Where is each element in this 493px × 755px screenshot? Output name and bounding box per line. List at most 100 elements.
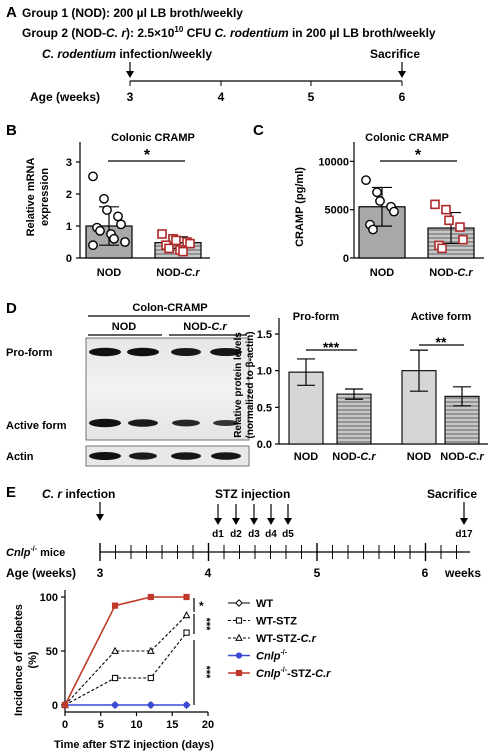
legend-label: WT-STZ-C.r bbox=[256, 633, 317, 645]
data-point bbox=[109, 233, 119, 244]
x-tick-label: 0 bbox=[62, 719, 68, 731]
panel-b-cat-nodcr: NOD-C.r bbox=[156, 267, 200, 279]
panel-c: C Colonic CRAMP CRAMP (pg/ml) 0 5000 10000… bbox=[253, 122, 484, 279]
panel-c-title: Colonic CRAMP bbox=[365, 132, 449, 144]
data-point bbox=[88, 240, 98, 251]
bar bbox=[336, 393, 372, 445]
age-tick-label: 6 bbox=[422, 566, 429, 580]
data-point bbox=[455, 222, 465, 232]
age-label: Age (weeks) bbox=[30, 90, 100, 104]
data-point bbox=[389, 206, 399, 217]
sig-mark: * bbox=[199, 599, 204, 613]
y-tick-label: 50 bbox=[46, 646, 58, 658]
y-tick-label: 1.5 bbox=[257, 329, 272, 341]
line-marker bbox=[111, 701, 119, 709]
panel-c-letter: C bbox=[253, 122, 264, 139]
panel-b-sig-star: * bbox=[144, 147, 151, 164]
panel-e-timeline: E C. r infection STZ injection Sacrifice… bbox=[6, 484, 481, 580]
y-tick-label: 0.0 bbox=[257, 439, 272, 451]
sig-mark: *** bbox=[200, 666, 212, 680]
y-tick-label: 1 bbox=[66, 221, 72, 233]
data-point bbox=[99, 193, 109, 204]
data-point bbox=[102, 205, 112, 215]
blot-band-active bbox=[89, 418, 121, 428]
panel-e-xlabel: Time after STZ injection (days) bbox=[54, 739, 214, 751]
blot-band-pro bbox=[171, 348, 201, 356]
data-point bbox=[113, 211, 123, 222]
line-marker bbox=[183, 593, 190, 601]
data-point bbox=[444, 215, 454, 226]
line-marker bbox=[147, 593, 154, 601]
panel-b-title: Colonic CRAMP bbox=[111, 132, 195, 144]
arrowhead bbox=[96, 514, 104, 521]
sig-stars-pro: *** bbox=[323, 339, 340, 355]
day-label: d5 bbox=[282, 529, 294, 540]
line-marker bbox=[235, 652, 243, 659]
blot-band-pro bbox=[127, 347, 159, 357]
data-point bbox=[361, 175, 371, 186]
panel-a-letter: A bbox=[6, 4, 17, 21]
blot-band-actin bbox=[211, 452, 241, 460]
panel-e-infection-label: C. r infection bbox=[42, 487, 115, 501]
arrowhead bbox=[460, 518, 468, 525]
data-point bbox=[95, 225, 105, 236]
age-tick-label: 3 bbox=[97, 566, 104, 580]
blot-band-actin bbox=[171, 452, 201, 460]
sig-stars-active: ** bbox=[436, 334, 447, 350]
blot-actin-image bbox=[85, 445, 250, 467]
group2-label: Group 2 (NOD-C. r): 2.5×1010 CFU C. rode… bbox=[22, 25, 436, 40]
panel-e-sacrifice-label: Sacrifice bbox=[427, 487, 477, 501]
data-point bbox=[437, 243, 447, 254]
arrowhead bbox=[284, 518, 292, 525]
panel-c-cat-nod: NOD bbox=[370, 267, 395, 279]
panel-d-chart: Pro-form Active form Relative protein le… bbox=[233, 311, 488, 463]
y-tick-label: 10000 bbox=[318, 156, 349, 168]
blot-label-active: Active form bbox=[6, 420, 67, 432]
x-tick-label: 5 bbox=[98, 719, 104, 731]
data-point bbox=[116, 219, 126, 230]
y-tick-label: 3 bbox=[66, 157, 72, 169]
line-marker bbox=[235, 633, 243, 641]
panel-b-letter: B bbox=[6, 122, 17, 139]
infection-label: C. rodentium infection/weekly bbox=[42, 47, 212, 61]
data-point bbox=[441, 204, 451, 215]
stz-injection-label: STZ injection bbox=[215, 487, 290, 501]
arrowhead bbox=[267, 518, 275, 525]
day-label: d3 bbox=[248, 529, 260, 540]
data-point bbox=[157, 229, 167, 239]
blot-band-active bbox=[128, 419, 158, 427]
y-tick-label: 0 bbox=[66, 253, 72, 265]
legend-label: WT bbox=[256, 598, 273, 610]
panel-d-cat: NOD bbox=[407, 451, 432, 463]
x-tick-label: 15 bbox=[166, 719, 178, 731]
y-tick-label: 2 bbox=[66, 189, 72, 201]
sacrifice-arrowhead bbox=[398, 71, 406, 78]
y-tick-label: 1.0 bbox=[257, 366, 272, 378]
panel-c-ylabel: CRAMP (pg/ml) bbox=[294, 167, 306, 247]
line-marker bbox=[235, 599, 243, 607]
blot-band-active bbox=[172, 419, 200, 427]
blot-band-actin bbox=[129, 452, 157, 460]
data-point bbox=[88, 171, 98, 182]
age-tick-label: 5 bbox=[308, 90, 315, 104]
line-marker bbox=[183, 701, 190, 709]
line-marker bbox=[235, 617, 243, 624]
panel-e-age-label: Age (weeks) bbox=[6, 566, 76, 580]
data-point bbox=[372, 187, 382, 198]
data-point bbox=[164, 243, 174, 254]
chart-title-active: Active form bbox=[411, 311, 472, 323]
data-point bbox=[430, 199, 440, 210]
blot-band-active bbox=[213, 420, 239, 426]
blot-band-pro bbox=[89, 347, 121, 357]
sacrifice-label: Sacrifice bbox=[370, 47, 420, 61]
age-tick-label: 4 bbox=[205, 566, 212, 580]
series-line bbox=[64, 614, 187, 706]
age-tick-label: 3 bbox=[127, 90, 134, 104]
y-tick-label: 0.5 bbox=[257, 402, 272, 414]
panel-b: B Colonic CRAMP Relative mRNA expression … bbox=[6, 122, 210, 279]
arrowhead bbox=[232, 518, 240, 525]
line-marker bbox=[111, 646, 119, 654]
panel-d-letter: D bbox=[6, 300, 17, 317]
line-marker bbox=[182, 611, 191, 619]
